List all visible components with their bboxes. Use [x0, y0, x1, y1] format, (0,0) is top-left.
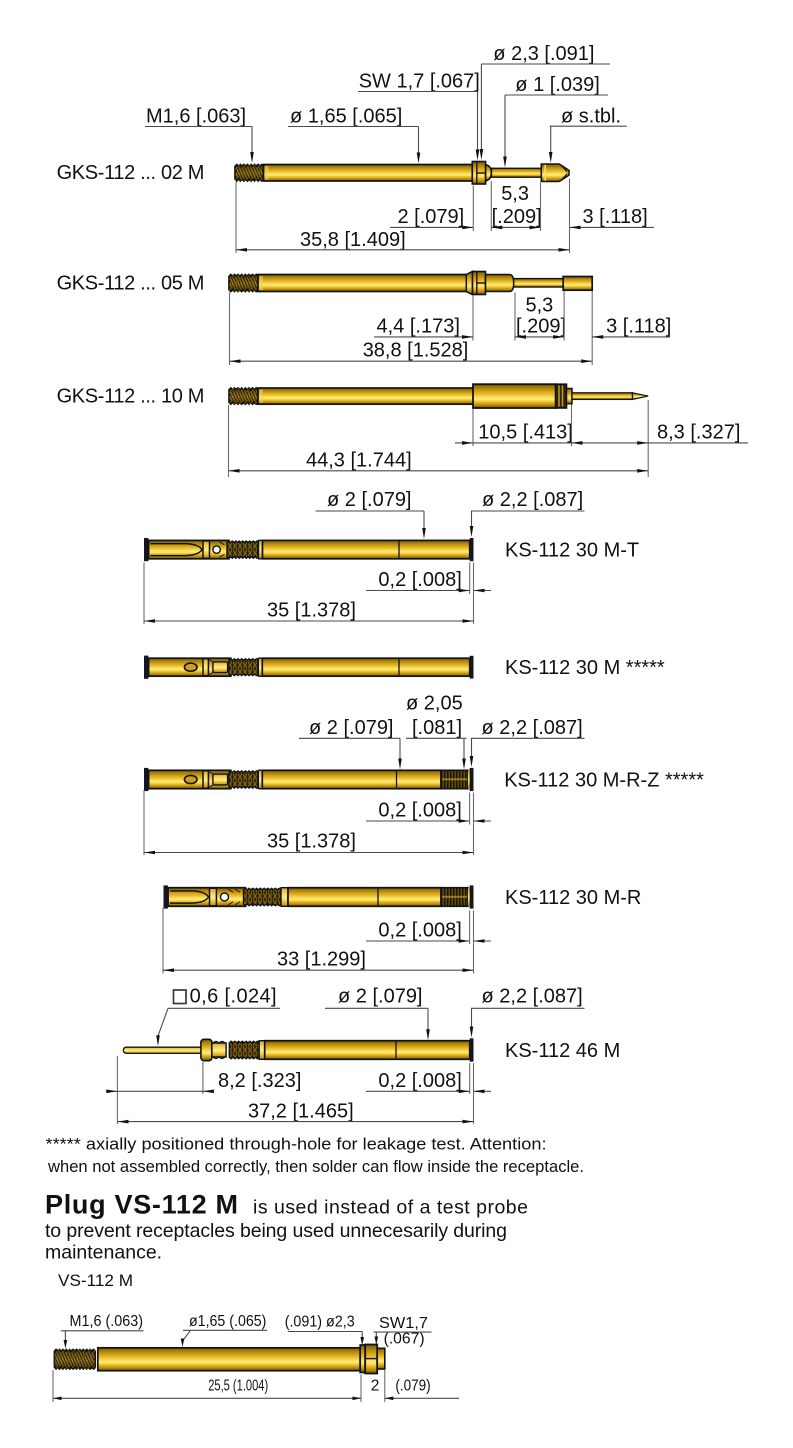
svg-text:GKS-112 ... 02 M: GKS-112 ... 02 M	[57, 162, 204, 184]
svg-text:35 [1.378]: 35 [1.378]	[267, 831, 356, 853]
svg-text:KS-112 30 M-T: KS-112 30 M-T	[505, 540, 639, 562]
svg-text:4,4 [.173]: 4,4 [.173]	[377, 316, 460, 338]
svg-text:ø 2,05: ø 2,05	[406, 693, 463, 715]
svg-text:KS-112 46 M: KS-112 46 M	[505, 1040, 620, 1062]
svg-text:ø 1,65 [.065]: ø 1,65 [.065]	[290, 106, 402, 128]
svg-text:ø 2 [.079]: ø 2 [.079]	[327, 489, 412, 511]
svg-text:ø 2,2 [.087]: ø 2,2 [.087]	[482, 717, 583, 739]
svg-text:35 [1.378]: 35 [1.378]	[267, 600, 356, 622]
svg-text:(.067): (.067)	[384, 1331, 425, 1348]
svg-text:ø1,65 (.065): ø1,65 (.065)	[189, 1313, 266, 1330]
svg-text:to prevent receptacles being u: to prevent receptacles being used unnece…	[45, 1220, 507, 1242]
svg-text:0,2 [.008]: 0,2 [.008]	[378, 569, 461, 591]
svg-text:is used instead of a test prob: is used instead of a test probe	[253, 1197, 528, 1219]
svg-text:M1,6 [.063]: M1,6 [.063]	[146, 106, 246, 128]
svg-text:[.209]: [.209]	[492, 206, 542, 228]
svg-text:KS-112 30 M-R: KS-112 30 M-R	[505, 887, 641, 909]
svg-text:ø 2 [.079]: ø 2 [.079]	[338, 986, 423, 1008]
svg-text:5,3: 5,3	[526, 295, 554, 317]
svg-text:0,2 [.008]: 0,2 [.008]	[378, 1070, 461, 1092]
svg-text:[.081]: [.081]	[412, 717, 462, 739]
svg-text:ø 2,2 [.087]: ø 2,2 [.087]	[482, 489, 583, 511]
svg-text:ø s.tbl.: ø s.tbl.	[561, 106, 621, 128]
svg-text:SW1,7: SW1,7	[379, 1315, 428, 1332]
svg-text:5,3: 5,3	[501, 183, 529, 205]
svg-text:ø 2 [.079]: ø 2 [.079]	[309, 717, 394, 739]
svg-text:0,2 [.008]: 0,2 [.008]	[378, 920, 461, 942]
svg-text:10,5 [.413]: 10,5 [.413]	[478, 422, 573, 444]
svg-text:8,2 [.323]: 8,2 [.323]	[218, 1070, 301, 1092]
svg-text:KS-112 30 M *****: KS-112 30 M *****	[505, 657, 665, 679]
svg-text:SW 1,7 [.067]: SW 1,7 [.067]	[359, 71, 480, 93]
svg-text:35,8 [1.409]: 35,8 [1.409]	[300, 229, 406, 251]
svg-text:38,8 [1.528]: 38,8 [1.528]	[363, 340, 469, 362]
svg-text:GKS-112 ... 05 M: GKS-112 ... 05 M	[57, 273, 204, 295]
svg-text:25,5 (1.004): 25,5 (1.004)	[208, 1377, 268, 1394]
svg-text:33 [1.299]: 33 [1.299]	[277, 949, 366, 971]
svg-text:[.209]: [.209]	[516, 316, 566, 338]
svg-text:(.091) ø2,3: (.091) ø2,3	[285, 1314, 355, 1331]
svg-text:maintenance.: maintenance.	[45, 1242, 162, 1264]
svg-text:3 [.118]: 3 [.118]	[583, 206, 648, 228]
svg-text:KS-112 30 M-R-Z *****: KS-112 30 M-R-Z *****	[504, 770, 704, 792]
svg-text:ø 1 [.039]: ø 1 [.039]	[515, 74, 600, 96]
svg-text:ø 2,2 [.087]: ø 2,2 [.087]	[482, 986, 583, 1008]
svg-text:37,2 [1.465]: 37,2 [1.465]	[248, 1100, 354, 1122]
svg-text:2: 2	[371, 1377, 380, 1394]
svg-text:(.079): (.079)	[395, 1377, 430, 1394]
svg-text:3 [.118]: 3 [.118]	[606, 316, 671, 338]
svg-text:0,2 [.008]: 0,2 [.008]	[378, 800, 461, 822]
svg-text:M1,6 (.063): M1,6 (.063)	[70, 1313, 144, 1330]
svg-text:8,3 [.327]: 8,3 [.327]	[657, 422, 740, 444]
svg-text:ø 2,3 [.091]: ø 2,3 [.091]	[493, 43, 594, 65]
svg-text:44,3 [1.744]: 44,3 [1.744]	[306, 450, 412, 472]
svg-text:0,6 [.024]: 0,6 [.024]	[190, 986, 277, 1008]
svg-text:2 [.079]: 2 [.079]	[398, 206, 465, 228]
svg-text:VS-112 M: VS-112 M	[58, 1271, 133, 1290]
svg-text:Plug VS-112 M: Plug VS-112 M	[45, 1190, 238, 1220]
svg-text:when not assembled correctly,: when not assembled correctly, then solde…	[47, 1157, 584, 1176]
svg-text:***** axially positioned throu: ***** axially positioned through-hole fo…	[46, 1135, 547, 1154]
svg-text:GKS-112 ... 10 M: GKS-112 ... 10 M	[57, 386, 204, 408]
